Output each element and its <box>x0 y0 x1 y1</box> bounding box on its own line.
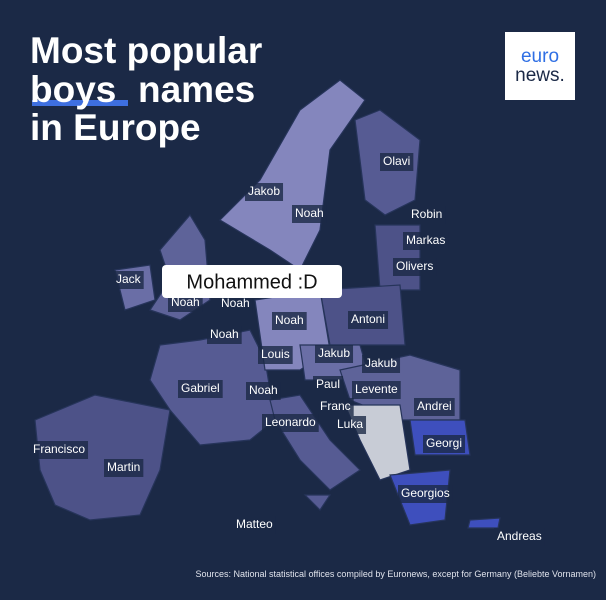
country-label: Gabriel <box>181 381 220 395</box>
label-box <box>423 435 466 453</box>
overlay-box <box>162 265 342 298</box>
country-label: Francisco <box>33 442 85 456</box>
label-box <box>317 398 354 416</box>
logo <box>505 32 575 100</box>
country-label: Andreas <box>497 529 542 543</box>
label-box <box>218 295 253 313</box>
title: boys <box>30 69 116 110</box>
label-box <box>408 206 446 224</box>
label-box <box>246 382 281 400</box>
country-label: Matteo <box>236 517 273 531</box>
label-box <box>292 205 327 223</box>
label-box <box>30 441 89 459</box>
country-label: Noah <box>249 383 278 397</box>
region <box>34 394 171 521</box>
label-box <box>348 311 389 329</box>
label-box <box>315 345 354 363</box>
title: in Europe <box>30 107 201 148</box>
label-box <box>104 459 144 477</box>
country-label: Noah <box>171 295 200 309</box>
country-label: Noah <box>295 206 324 220</box>
title: names <box>138 69 255 110</box>
country-label: Noah <box>275 313 304 327</box>
country-label: Robin <box>411 207 442 221</box>
country-label: Luka <box>337 417 363 431</box>
label-box <box>272 312 307 330</box>
source: Sources: National statistical offices co… <box>195 569 596 579</box>
label-box <box>113 271 144 289</box>
label-box <box>393 258 437 276</box>
country-label: Jack <box>116 272 142 286</box>
region <box>467 517 501 529</box>
label-box <box>352 381 401 399</box>
title: Most popular <box>30 30 262 71</box>
country-label: Noah <box>210 327 239 341</box>
country-label: Louis <box>261 347 290 361</box>
country-label: Martin <box>107 460 140 474</box>
label-box <box>245 183 284 201</box>
logo-text: news. <box>515 65 565 86</box>
label-box <box>494 528 545 546</box>
country-label: Jakub <box>365 356 397 370</box>
country-label: Paul <box>316 377 340 391</box>
country-label: Jakob <box>248 184 280 198</box>
country-label: Olivers <box>396 259 433 273</box>
country-label: Leonardo <box>265 415 316 429</box>
country-label: Antoni <box>351 312 385 326</box>
label-box <box>207 326 242 344</box>
label-box <box>334 416 367 434</box>
country-label: Georgi <box>426 436 462 450</box>
country-label: Franc <box>320 399 351 413</box>
country-label: Markas <box>406 233 445 247</box>
label-box <box>398 485 453 503</box>
label-box <box>380 153 414 171</box>
country-label: Jakub <box>318 346 350 360</box>
country-label: Olavi <box>383 154 410 168</box>
country-label: Andrei <box>417 399 452 413</box>
label-box <box>362 355 401 373</box>
labels: Olavi Jakob Noah Robin Markas Olivers Jack Noah… <box>30 153 545 546</box>
overlay-text: Mohammed :D <box>186 271 317 293</box>
country-label: Levente <box>355 382 398 396</box>
title-highlight <box>32 100 128 106</box>
logo-text: euro <box>521 46 559 67</box>
label-box <box>403 232 449 250</box>
country-label: Noah <box>221 296 250 310</box>
label-box <box>178 380 223 398</box>
country-label: Georgios <box>401 486 450 500</box>
label-box <box>258 346 293 364</box>
label-box <box>233 516 276 534</box>
region <box>303 494 332 511</box>
label-box <box>313 376 344 394</box>
label-box <box>262 414 319 432</box>
label-box <box>414 398 455 416</box>
label-box <box>168 294 203 312</box>
region <box>219 79 366 271</box>
